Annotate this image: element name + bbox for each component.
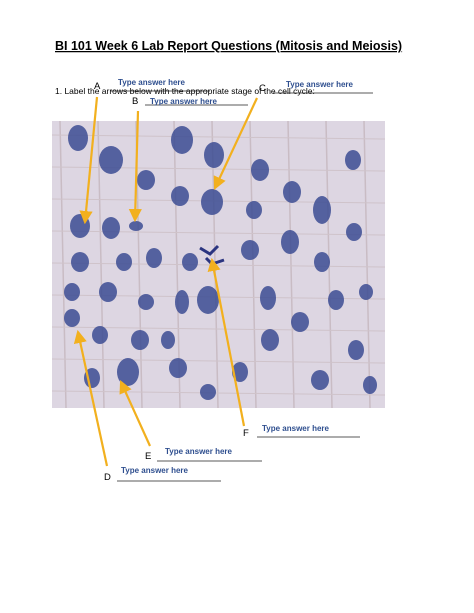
nucleus bbox=[146, 248, 162, 268]
nucleus bbox=[197, 286, 219, 314]
nucleus bbox=[64, 283, 80, 301]
nucleus bbox=[137, 170, 155, 190]
nucleus bbox=[359, 284, 373, 300]
nucleus bbox=[246, 201, 262, 219]
nucleus bbox=[345, 150, 361, 170]
answer-field[interactable]: Type answer here bbox=[165, 447, 233, 456]
cell-wall bbox=[287, 121, 295, 408]
label-letter: B bbox=[132, 96, 138, 107]
nucleus bbox=[311, 370, 329, 390]
nucleus bbox=[99, 146, 123, 174]
nucleus bbox=[200, 384, 216, 400]
nucleus bbox=[64, 309, 80, 327]
nucleus bbox=[171, 126, 193, 154]
label-letter: E bbox=[145, 451, 151, 462]
nucleus bbox=[138, 294, 154, 310]
label-letter: C bbox=[259, 83, 266, 94]
answer-field[interactable]: Type answer here bbox=[150, 97, 218, 106]
nucleus bbox=[348, 340, 364, 360]
nucleus bbox=[92, 326, 108, 344]
label-letter: D bbox=[104, 472, 111, 483]
cell-wall bbox=[52, 358, 385, 364]
nucleus bbox=[70, 214, 90, 238]
title: BI 101 Week 6 Lab Report Questions (Mito… bbox=[55, 39, 402, 53]
answer-field[interactable]: Type answer here bbox=[262, 424, 330, 433]
nucleus bbox=[328, 290, 344, 310]
answer-field[interactable]: Type answer here bbox=[286, 80, 354, 89]
cell-wall bbox=[52, 134, 385, 140]
nucleus bbox=[204, 142, 224, 168]
micrograph bbox=[52, 121, 385, 408]
cell-wall bbox=[52, 390, 385, 396]
nucleus bbox=[241, 240, 259, 260]
nucleus bbox=[260, 286, 276, 310]
cell-wall bbox=[59, 121, 67, 408]
nucleus bbox=[175, 290, 189, 314]
nucleus bbox=[68, 125, 88, 151]
cell-wall bbox=[249, 121, 257, 408]
nucleus bbox=[102, 217, 120, 239]
nucleus bbox=[251, 159, 269, 181]
nucleus bbox=[131, 330, 149, 350]
nucleus bbox=[291, 312, 309, 332]
nucleus bbox=[201, 189, 223, 215]
nucleus bbox=[281, 230, 299, 254]
label-letter: F bbox=[243, 428, 249, 439]
nucleus bbox=[346, 223, 362, 241]
nucleus bbox=[116, 253, 132, 271]
nucleus bbox=[232, 362, 248, 382]
cell-wall bbox=[52, 326, 385, 332]
nucleus bbox=[261, 329, 279, 351]
answer-field[interactable]: Type answer here bbox=[118, 78, 186, 87]
label-letter: A bbox=[94, 81, 101, 92]
answer-field[interactable]: Type answer here bbox=[121, 466, 189, 475]
arrows bbox=[73, 96, 258, 467]
nucleus bbox=[182, 253, 198, 271]
cell-wall bbox=[363, 121, 371, 408]
nucleus bbox=[171, 186, 189, 206]
nucleus bbox=[71, 252, 89, 272]
nucleus bbox=[363, 376, 377, 394]
nucleus bbox=[313, 196, 331, 224]
nucleus bbox=[99, 282, 117, 302]
nucleus bbox=[117, 358, 139, 386]
answer-lines bbox=[110, 90, 373, 482]
nucleus bbox=[283, 181, 301, 203]
nucleus bbox=[314, 252, 330, 272]
nucleus bbox=[169, 358, 187, 378]
nucleus bbox=[161, 331, 175, 349]
nucleus bbox=[129, 221, 143, 231]
cell-wall bbox=[97, 121, 105, 408]
